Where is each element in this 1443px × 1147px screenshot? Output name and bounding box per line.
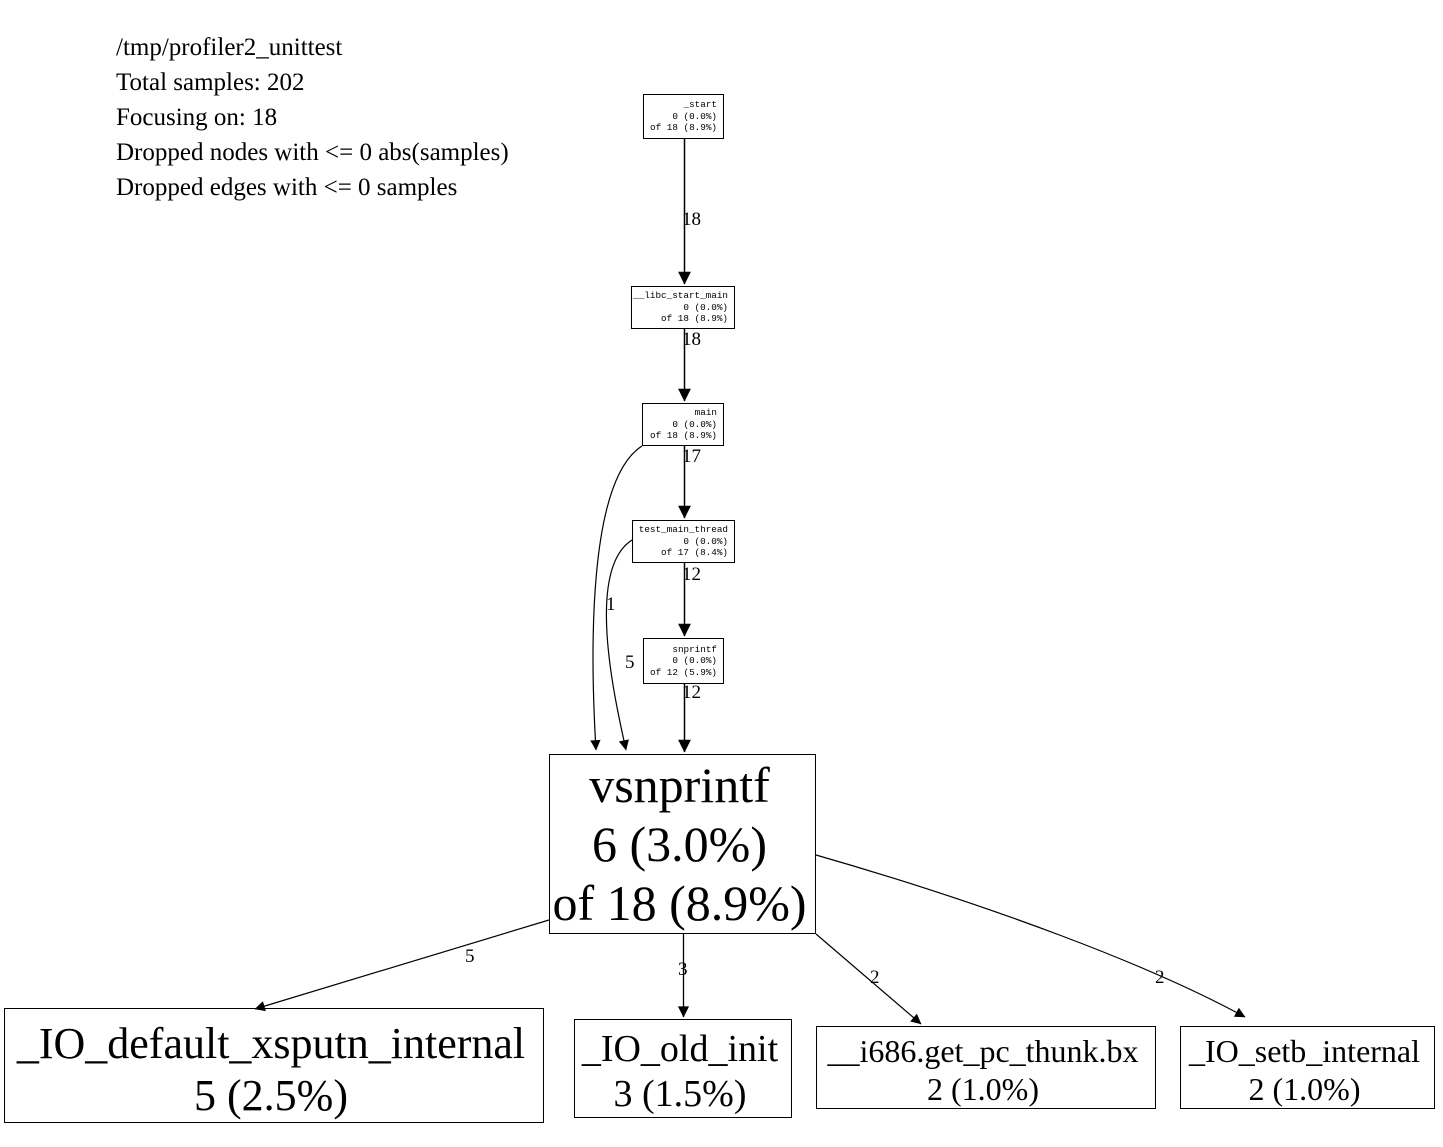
svg-text:17: 17 <box>682 446 701 467</box>
svg-text:1: 1 <box>606 594 616 615</box>
svg-text:12: 12 <box>682 682 701 703</box>
svg-text:5: 5 <box>625 652 635 673</box>
svg-text:2: 2 <box>870 967 880 988</box>
svg-text:2: 2 <box>1155 967 1165 988</box>
svg-text:18: 18 <box>682 209 701 230</box>
svg-text:18: 18 <box>682 329 701 350</box>
svg-text:3: 3 <box>678 959 688 980</box>
svg-text:12: 12 <box>682 564 701 585</box>
svg-text:5: 5 <box>465 946 475 967</box>
